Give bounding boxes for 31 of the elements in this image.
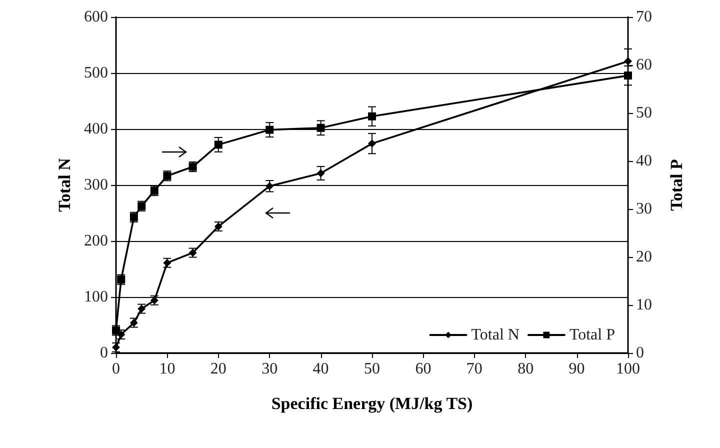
x-tick-label: 50: [364, 360, 380, 378]
y2-tick-label: 70: [636, 8, 652, 26]
x-tick-label: 90: [568, 360, 585, 378]
y2-tick-label: 20: [636, 248, 652, 266]
y-tick-label: 200: [84, 232, 108, 250]
y-tick-label: 500: [84, 64, 108, 82]
y-tick-label: 0: [100, 344, 108, 362]
y2-tick-label: 30: [636, 200, 652, 218]
x-tick-label: 60: [415, 360, 432, 378]
x-tick-label: 10: [159, 360, 176, 378]
y-tick-label: 400: [84, 120, 108, 138]
y-tick-label: 300: [84, 176, 108, 194]
y2-tick-label: 0: [636, 344, 644, 362]
y2-tick-label: 40: [636, 152, 652, 170]
legend-label: Total P: [569, 326, 616, 344]
legend-label: Total N: [471, 326, 520, 344]
x-tick-label: 20: [210, 360, 226, 378]
y2-tick-label: 10: [636, 296, 652, 314]
y-axis-title: Total N: [55, 157, 74, 212]
y2-tick-label: 60: [636, 56, 652, 74]
x-tick-label: 80: [518, 360, 534, 378]
x-tick-label: 70: [466, 360, 482, 378]
x-axis-title: Specific Energy (MJ/kg TS): [271, 394, 473, 413]
x-tick-label: 0: [112, 360, 120, 378]
y-tick-label: 100: [84, 288, 108, 306]
x-tick-label: 40: [312, 360, 329, 378]
x-tick-label: 100: [616, 360, 640, 378]
x-tick-label: 30: [262, 360, 278, 378]
y-tick-label: 600: [84, 8, 108, 26]
y2-axis-title: Total P: [667, 159, 686, 211]
y2-tick-label: 50: [636, 104, 652, 122]
